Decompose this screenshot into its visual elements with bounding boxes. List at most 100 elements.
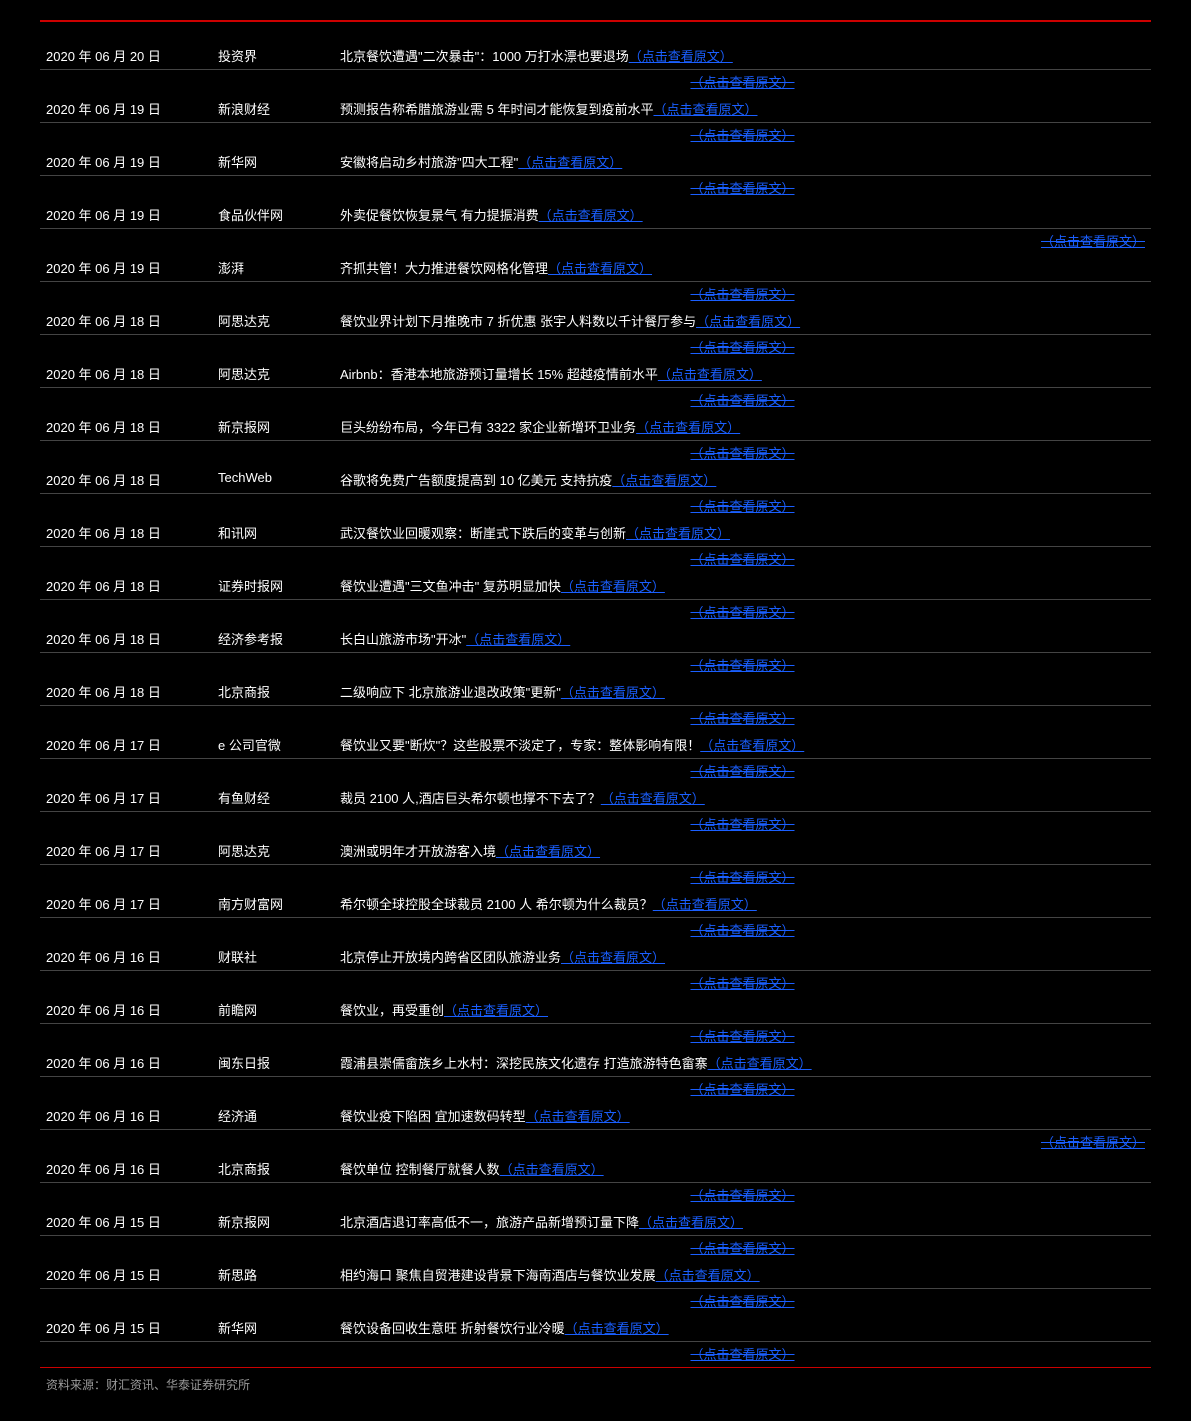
view-original-link[interactable]: （点击查看原文） bbox=[626, 526, 730, 541]
secondary-view-link[interactable]: （点击查看原文） bbox=[340, 1026, 1145, 1045]
source-cell: 新思路 bbox=[212, 1261, 334, 1289]
secondary-view-link[interactable]: （点击查看原文） bbox=[340, 1079, 1145, 1098]
source-cell: 北京商报 bbox=[212, 1155, 334, 1183]
source-cell: 新华网 bbox=[212, 1314, 334, 1342]
title-text: 北京停止开放境内跨省区团队旅游业务 bbox=[340, 950, 561, 965]
view-original-link[interactable]: （点击查看原文） bbox=[639, 1215, 743, 1230]
date-cell: 2020 年 06 月 18 日 bbox=[40, 625, 212, 653]
title-cell: 长白山旅游市场"开冰"（点击查看原文） bbox=[334, 625, 1151, 653]
title-cell: 餐饮设备回收生意旺 折射餐饮行业冷暖（点击查看原文） bbox=[334, 1314, 1151, 1342]
view-original-link[interactable]: （点击查看原文） bbox=[658, 367, 762, 382]
view-original-link[interactable]: （点击查看原文） bbox=[500, 1162, 604, 1177]
view-original-link[interactable]: （点击查看原文） bbox=[561, 950, 665, 965]
title-text: 外卖促餐饮恢复景气 有力提振消费 bbox=[340, 208, 539, 223]
view-original-link[interactable]: （点击查看原文） bbox=[700, 738, 804, 753]
title-text: 长白山旅游市场"开冰" bbox=[340, 632, 466, 647]
title-text: 餐饮业疫下陷困 宜加速数码转型 bbox=[340, 1109, 526, 1124]
view-original-link[interactable]: （点击查看原文） bbox=[518, 155, 622, 170]
view-original-link[interactable]: （点击查看原文） bbox=[466, 632, 570, 647]
source-cell: 经济通 bbox=[212, 1102, 334, 1130]
table-row: 2020 年 06 月 16 日财联社北京停止开放境内跨省区团队旅游业务（点击查… bbox=[40, 943, 1151, 971]
secondary-link-row: （点击查看原文） bbox=[40, 1183, 1151, 1209]
secondary-view-link[interactable]: （点击查看原文） bbox=[340, 1344, 1145, 1363]
table-row: 2020 年 06 月 18 日阿思达克餐饮业界计划下月推晚市 7 折优惠 张宇… bbox=[40, 307, 1151, 335]
title-cell: 外卖促餐饮恢复景气 有力提振消费（点击查看原文） bbox=[334, 201, 1151, 229]
secondary-view-link[interactable]: （点击查看原文） bbox=[340, 390, 1145, 409]
table-row: 2020 年 06 月 16 日前瞻网餐饮业，再受重创（点击查看原文） bbox=[40, 996, 1151, 1024]
table-row: 2020 年 06 月 18 日TechWeb谷歌将免费广告额度提高到 10 亿… bbox=[40, 466, 1151, 494]
secondary-view-link[interactable]: （点击查看原文） bbox=[340, 72, 1145, 91]
date-cell: 2020 年 06 月 18 日 bbox=[40, 466, 212, 494]
view-original-link[interactable]: （点击查看原文） bbox=[444, 1003, 548, 1018]
view-original-link[interactable]: （点击查看原文） bbox=[708, 1056, 812, 1071]
view-original-link[interactable]: （点击查看原文） bbox=[526, 1109, 630, 1124]
title-text: 预测报告称希腊旅游业需 5 年时间才能恢复到疫前水平 bbox=[340, 102, 653, 117]
title-cell: 二级响应下 北京旅游业退改政策"更新"（点击查看原文） bbox=[334, 678, 1151, 706]
view-original-link[interactable]: （点击查看原文） bbox=[561, 579, 665, 594]
title-cell: 餐饮业界计划下月推晚市 7 折优惠 张宇人料数以千计餐厅参与（点击查看原文） bbox=[334, 307, 1151, 335]
date-cell: 2020 年 06 月 17 日 bbox=[40, 784, 212, 812]
secondary-view-link[interactable]: （点击查看原文） bbox=[340, 761, 1145, 780]
table-row: 2020 年 06 月 18 日北京商报二级响应下 北京旅游业退改政策"更新"（… bbox=[40, 678, 1151, 706]
secondary-view-link[interactable]: （点击查看原文） bbox=[340, 867, 1145, 886]
source-cell: 财联社 bbox=[212, 943, 334, 971]
date-cell: 2020 年 06 月 17 日 bbox=[40, 837, 212, 865]
view-original-link[interactable]: （点击查看原文） bbox=[612, 473, 716, 488]
title-cell: 北京餐饮遭遇"二次暴击"：1000 万打水漂也要退场（点击查看原文） bbox=[334, 42, 1151, 70]
secondary-link-row: （点击查看原文） bbox=[40, 176, 1151, 202]
secondary-view-link[interactable]: （点击查看原文） bbox=[340, 1238, 1145, 1257]
secondary-view-link[interactable]: （点击查看原文） bbox=[340, 496, 1145, 515]
secondary-link-row: （点击查看原文） bbox=[40, 229, 1151, 255]
view-original-link[interactable]: （点击查看原文） bbox=[653, 897, 757, 912]
title-text: 谷歌将免费广告额度提高到 10 亿美元 支持抗疫 bbox=[340, 473, 612, 488]
date-cell: 2020 年 06 月 18 日 bbox=[40, 360, 212, 388]
secondary-view-link[interactable]: （点击查看原文） bbox=[340, 708, 1145, 727]
secondary-view-link[interactable]: （点击查看原文） bbox=[340, 1291, 1145, 1310]
view-original-link[interactable]: （点击查看原文） bbox=[561, 685, 665, 700]
view-original-link[interactable]: （点击查看原文） bbox=[656, 1268, 760, 1283]
view-original-link[interactable]: （点击查看原文） bbox=[601, 791, 705, 806]
view-original-link[interactable]: （点击查看原文） bbox=[696, 314, 800, 329]
view-original-link[interactable]: （点击查看原文） bbox=[548, 261, 652, 276]
view-original-link[interactable]: （点击查看原文） bbox=[496, 844, 600, 859]
secondary-view-link[interactable]: （点击查看原文） bbox=[340, 1132, 1145, 1151]
title-text: 餐饮业，再受重创 bbox=[340, 1003, 444, 1018]
title-text: 安徽将启动乡村旅游"四大工程" bbox=[340, 155, 518, 170]
secondary-view-link[interactable]: （点击查看原文） bbox=[340, 602, 1145, 621]
secondary-link-row: （点击查看原文） bbox=[40, 600, 1151, 626]
table-row: 2020 年 06 月 15 日新华网餐饮设备回收生意旺 折射餐饮行业冷暖（点击… bbox=[40, 1314, 1151, 1342]
title-cell: Airbnb：香港本地旅游预订量增长 15% 超越疫情前水平（点击查看原文） bbox=[334, 360, 1151, 388]
secondary-view-link[interactable]: （点击查看原文） bbox=[340, 231, 1145, 250]
secondary-view-link[interactable]: （点击查看原文） bbox=[340, 814, 1145, 833]
title-text: 武汉餐饮业回暖观察：断崖式下跌后的变革与创新 bbox=[340, 526, 626, 541]
table-row: 2020 年 06 月 19 日食品伙伴网外卖促餐饮恢复景气 有力提振消费（点击… bbox=[40, 201, 1151, 229]
secondary-view-link[interactable]: （点击查看原文） bbox=[340, 549, 1145, 568]
source-cell: 澎湃 bbox=[212, 254, 334, 282]
view-original-link[interactable]: （点击查看原文） bbox=[636, 420, 740, 435]
title-cell: 餐饮业疫下陷困 宜加速数码转型（点击查看原文） bbox=[334, 1102, 1151, 1130]
date-cell: 2020 年 06 月 15 日 bbox=[40, 1314, 212, 1342]
secondary-view-link[interactable]: （点击查看原文） bbox=[340, 125, 1145, 144]
secondary-view-link[interactable]: （点击查看原文） bbox=[340, 1185, 1145, 1204]
secondary-view-link[interactable]: （点击查看原文） bbox=[340, 178, 1145, 197]
secondary-view-link[interactable]: （点击查看原文） bbox=[340, 284, 1145, 303]
secondary-link-row: （点击查看原文） bbox=[40, 653, 1151, 679]
source-cell: 有鱼财经 bbox=[212, 784, 334, 812]
source-cell: 阿思达克 bbox=[212, 837, 334, 865]
title-cell: 相约海口 聚焦自贸港建设背景下海南酒店与餐饮业发展（点击查看原文） bbox=[334, 1261, 1151, 1289]
source-cell: 闽东日报 bbox=[212, 1049, 334, 1077]
title-cell: 武汉餐饮业回暖观察：断崖式下跌后的变革与创新（点击查看原文） bbox=[334, 519, 1151, 547]
secondary-view-link[interactable]: （点击查看原文） bbox=[340, 920, 1145, 939]
secondary-view-link[interactable]: （点击查看原文） bbox=[340, 655, 1145, 674]
secondary-link-row: （点击查看原文） bbox=[40, 70, 1151, 96]
secondary-view-link[interactable]: （点击查看原文） bbox=[340, 337, 1145, 356]
view-original-link[interactable]: （点击查看原文） bbox=[629, 49, 733, 64]
view-original-link[interactable]: （点击查看原文） bbox=[653, 102, 757, 117]
secondary-view-link[interactable]: （点击查看原文） bbox=[340, 973, 1145, 992]
date-cell: 2020 年 06 月 18 日 bbox=[40, 519, 212, 547]
secondary-link-row: （点击查看原文） bbox=[40, 282, 1151, 308]
view-original-link[interactable]: （点击查看原文） bbox=[539, 208, 643, 223]
secondary-view-link[interactable]: （点击查看原文） bbox=[340, 443, 1145, 462]
title-cell: 澳洲或明年才开放游客入境（点击查看原文） bbox=[334, 837, 1151, 865]
table-row: 2020 年 06 月 16 日经济通餐饮业疫下陷困 宜加速数码转型（点击查看原… bbox=[40, 1102, 1151, 1130]
